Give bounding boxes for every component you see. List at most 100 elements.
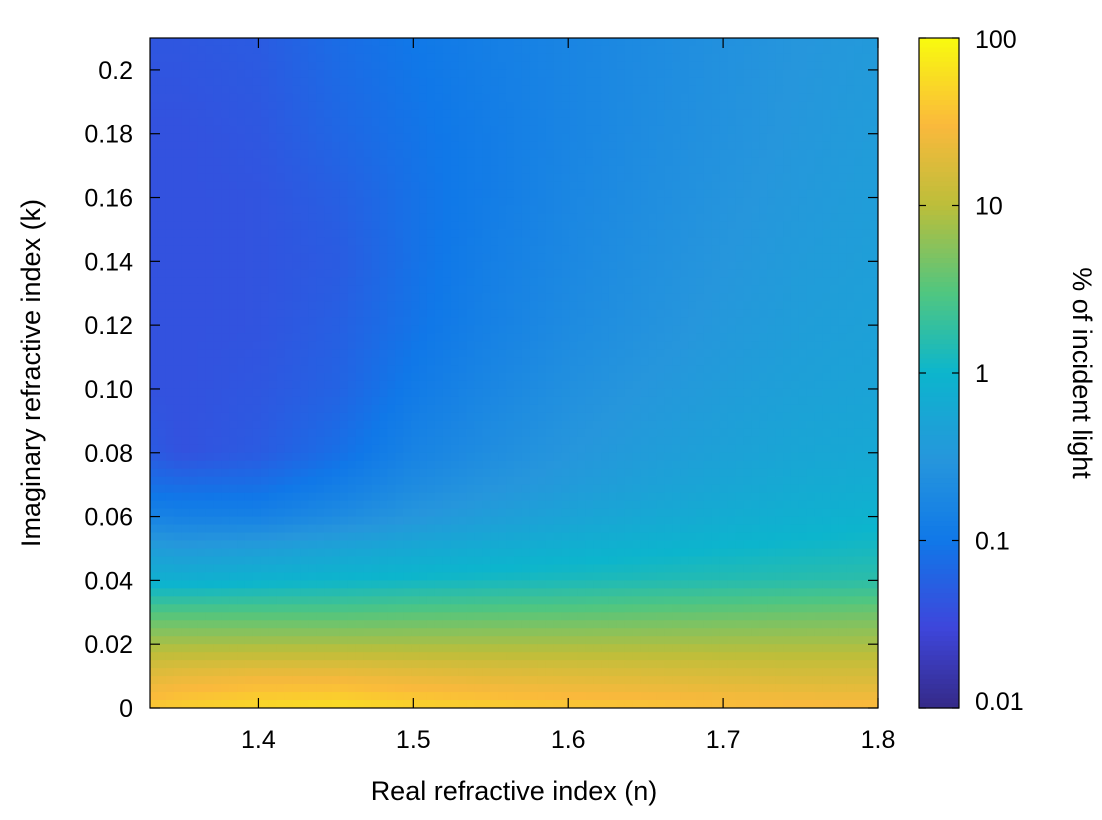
heatmap-cell	[632, 293, 642, 302]
heatmap-cell	[355, 38, 365, 47]
heatmap-cell	[648, 333, 658, 342]
heatmap-cell	[616, 69, 626, 79]
heatmap-cell	[822, 173, 832, 183]
heatmap-cell	[672, 69, 681, 79]
heatmap-cell	[347, 373, 357, 382]
heatmap-cell	[490, 181, 499, 191]
heatmap-cell	[783, 165, 792, 175]
heatmap-cell	[616, 349, 626, 358]
heatmap-cell	[514, 388, 523, 398]
heatmap-cell	[252, 229, 262, 239]
heatmap-cell	[569, 101, 578, 111]
heatmap-cell	[632, 213, 642, 223]
heatmap-cell	[790, 141, 800, 151]
heatmap-cell	[426, 396, 436, 406]
heatmap-cell	[189, 117, 199, 127]
heatmap-cell	[395, 301, 404, 310]
heatmap-cell	[498, 341, 507, 350]
heatmap-cell	[688, 93, 697, 103]
heatmap-cell	[426, 277, 436, 286]
heatmap-cell	[561, 69, 571, 79]
heatmap-cell	[324, 205, 333, 215]
heatmap-cell	[806, 333, 816, 342]
heatmap-cell	[767, 165, 776, 175]
heatmap-cell	[751, 165, 760, 175]
heatmap-cell	[229, 309, 238, 318]
heatmap-cell	[173, 317, 183, 326]
heatmap-cell	[411, 309, 420, 318]
heatmap-cell	[624, 165, 634, 175]
heatmap-cell	[379, 45, 389, 55]
heatmap-cell	[482, 253, 491, 263]
heatmap-cell	[806, 349, 816, 358]
heatmap-cell	[316, 149, 325, 159]
heatmap-cell	[862, 380, 871, 390]
heatmap-cell	[434, 165, 444, 175]
heatmap-cell	[703, 404, 713, 414]
heatmap-cell	[838, 213, 848, 223]
heatmap-cell	[854, 349, 863, 358]
heatmap-cell	[426, 117, 436, 127]
heatmap-cell	[450, 125, 460, 135]
heatmap-cell	[537, 93, 547, 103]
heatmap-cell	[482, 436, 491, 446]
heatmap-cell	[569, 317, 578, 326]
heatmap-cell	[561, 109, 571, 119]
heatmap-cell	[316, 157, 325, 167]
heatmap-cell	[593, 133, 602, 143]
heatmap-cell	[814, 341, 824, 350]
heatmap-cell	[719, 388, 729, 398]
heatmap-cell	[640, 285, 650, 294]
heatmap-cell	[229, 45, 238, 55]
heatmap-cell	[561, 221, 571, 231]
heatmap-cell	[783, 380, 792, 390]
heatmap-cell	[205, 468, 214, 478]
heatmap-cell	[656, 420, 666, 430]
heatmap-cell	[308, 420, 317, 430]
heatmap-cell	[371, 85, 381, 95]
heatmap-cell	[703, 253, 713, 263]
heatmap-cell	[854, 213, 863, 223]
heatmap-cell	[157, 253, 167, 263]
heatmap-cell	[735, 109, 745, 119]
heatmap-cell	[735, 61, 745, 71]
heatmap-cell	[608, 133, 618, 143]
heatmap-cell	[308, 396, 317, 406]
heatmap-cell	[450, 133, 460, 143]
heatmap-cell	[696, 77, 705, 87]
heatmap-cell	[490, 125, 499, 135]
heatmap-cell	[308, 412, 317, 422]
heatmap-cell	[735, 205, 745, 215]
heatmap-cell	[672, 53, 681, 63]
heatmap-cell	[688, 269, 697, 278]
heatmap-cell	[316, 245, 325, 255]
heatmap-cell	[624, 221, 634, 231]
heatmap-cell	[450, 317, 460, 326]
heatmap-cell	[490, 380, 499, 390]
heatmap-cell	[830, 444, 840, 454]
heatmap-cell	[308, 77, 317, 87]
heatmap-cell	[434, 357, 444, 366]
heatmap-cell	[790, 404, 800, 414]
heatmap-cell	[664, 420, 673, 430]
heatmap-cell	[173, 93, 183, 103]
heatmap-cell	[221, 237, 230, 247]
heatmap-cell	[783, 373, 792, 382]
heatmap-cell	[339, 61, 349, 71]
heatmap-cell	[379, 428, 389, 438]
heatmap-cell	[783, 125, 792, 135]
heatmap-cell	[624, 45, 634, 55]
heatmap-cell	[838, 109, 848, 119]
heatmap-cell	[608, 269, 618, 278]
heatmap-cell	[632, 53, 642, 63]
heatmap-cell	[474, 38, 484, 47]
heatmap-cell	[260, 309, 270, 318]
heatmap-cell	[696, 109, 705, 119]
heatmap-cell	[347, 404, 357, 414]
heatmap-cell	[395, 325, 404, 334]
heatmap-cell	[664, 396, 673, 406]
heatmap-cell	[561, 53, 571, 63]
heatmap-cell	[616, 357, 626, 366]
heatmap-cell	[419, 181, 428, 191]
heatmap-cell	[696, 133, 705, 143]
